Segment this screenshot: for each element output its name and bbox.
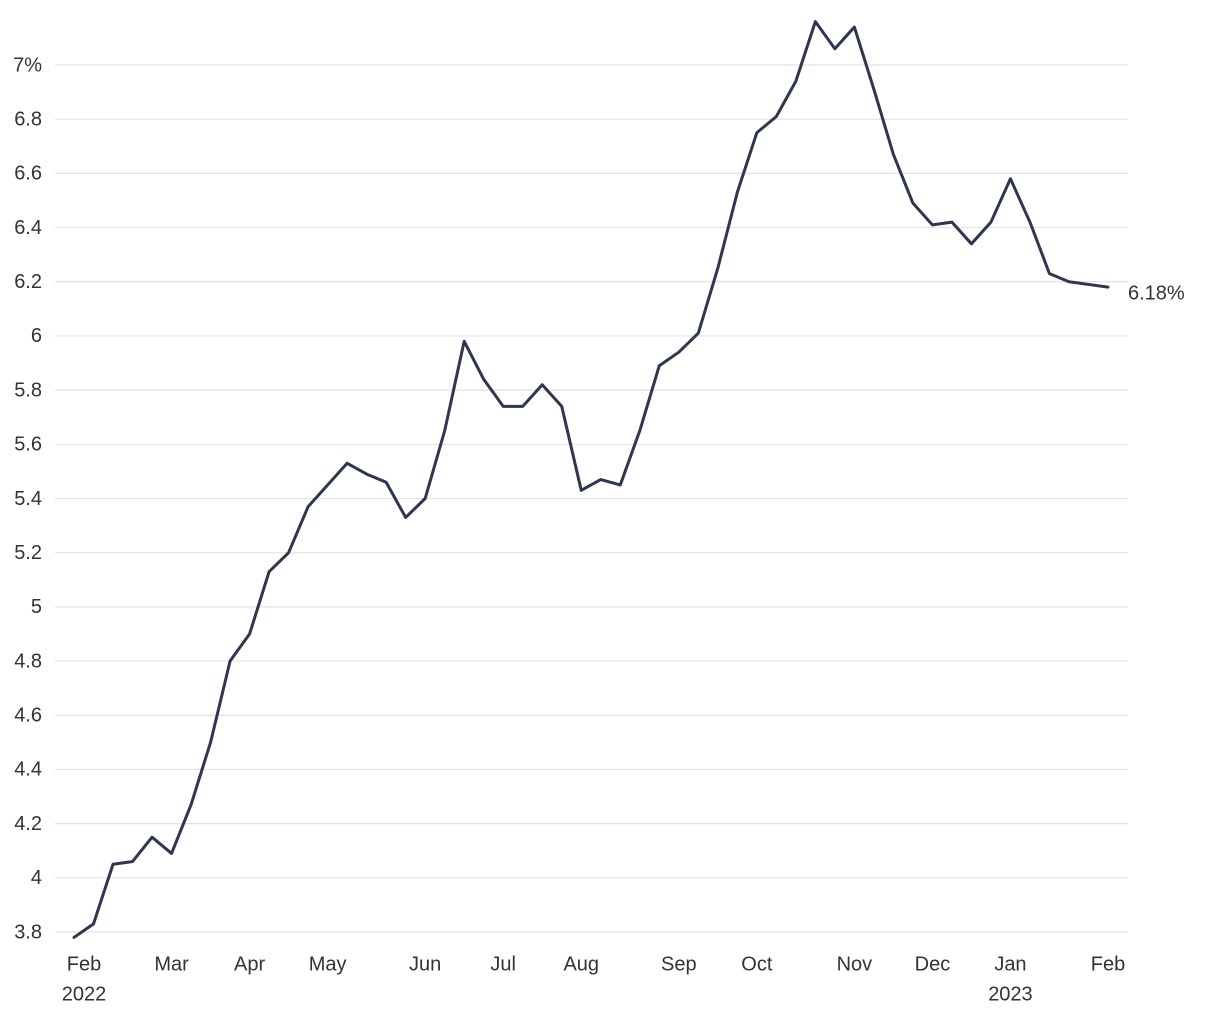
y-tick-label: 4.4 <box>14 759 42 781</box>
y-tick-label: 7% <box>13 54 42 76</box>
y-tick-label: 5.4 <box>14 488 42 510</box>
y-tick-label: 4.6 <box>14 705 42 727</box>
y-tick-label: 5 <box>31 596 42 618</box>
x-tick-label: Aug <box>563 953 599 975</box>
x-tick-label: Oct <box>741 953 773 975</box>
y-tick-label: 5.6 <box>14 434 42 456</box>
x-tick-label: Dec <box>915 953 951 975</box>
x-tick-year: 2023 <box>988 983 1033 1005</box>
end-label: 6.18% <box>1128 282 1185 304</box>
x-tick-label: Mar <box>154 953 189 975</box>
y-tick-label: 6.4 <box>14 217 42 239</box>
x-tick-label: Jul <box>490 953 516 975</box>
y-tick-label: 5.8 <box>14 379 42 401</box>
y-tick-label: 6.8 <box>14 108 42 130</box>
x-tick-label: Sep <box>661 953 697 975</box>
x-tick-label: Apr <box>234 953 265 975</box>
y-tick-label: 6.6 <box>14 163 42 185</box>
x-tick-label: Feb <box>67 953 101 975</box>
y-tick-label: 5.2 <box>14 542 42 564</box>
x-tick-label: Feb <box>1091 953 1125 975</box>
y-tick-label: 6.2 <box>14 271 42 293</box>
x-tick-label: Jun <box>409 953 441 975</box>
y-tick-label: 6 <box>31 325 42 347</box>
x-tick-year: 2022 <box>62 983 107 1005</box>
y-tick-label: 4.2 <box>14 813 42 835</box>
y-tick-label: 4.8 <box>14 650 42 672</box>
x-tick-label: Nov <box>837 953 873 975</box>
x-tick-label: Jan <box>994 953 1026 975</box>
line-series <box>72 20 1110 939</box>
y-tick-label: 3.8 <box>14 921 42 943</box>
y-tick-label: 4 <box>31 867 42 889</box>
x-tick-label: May <box>309 953 347 975</box>
